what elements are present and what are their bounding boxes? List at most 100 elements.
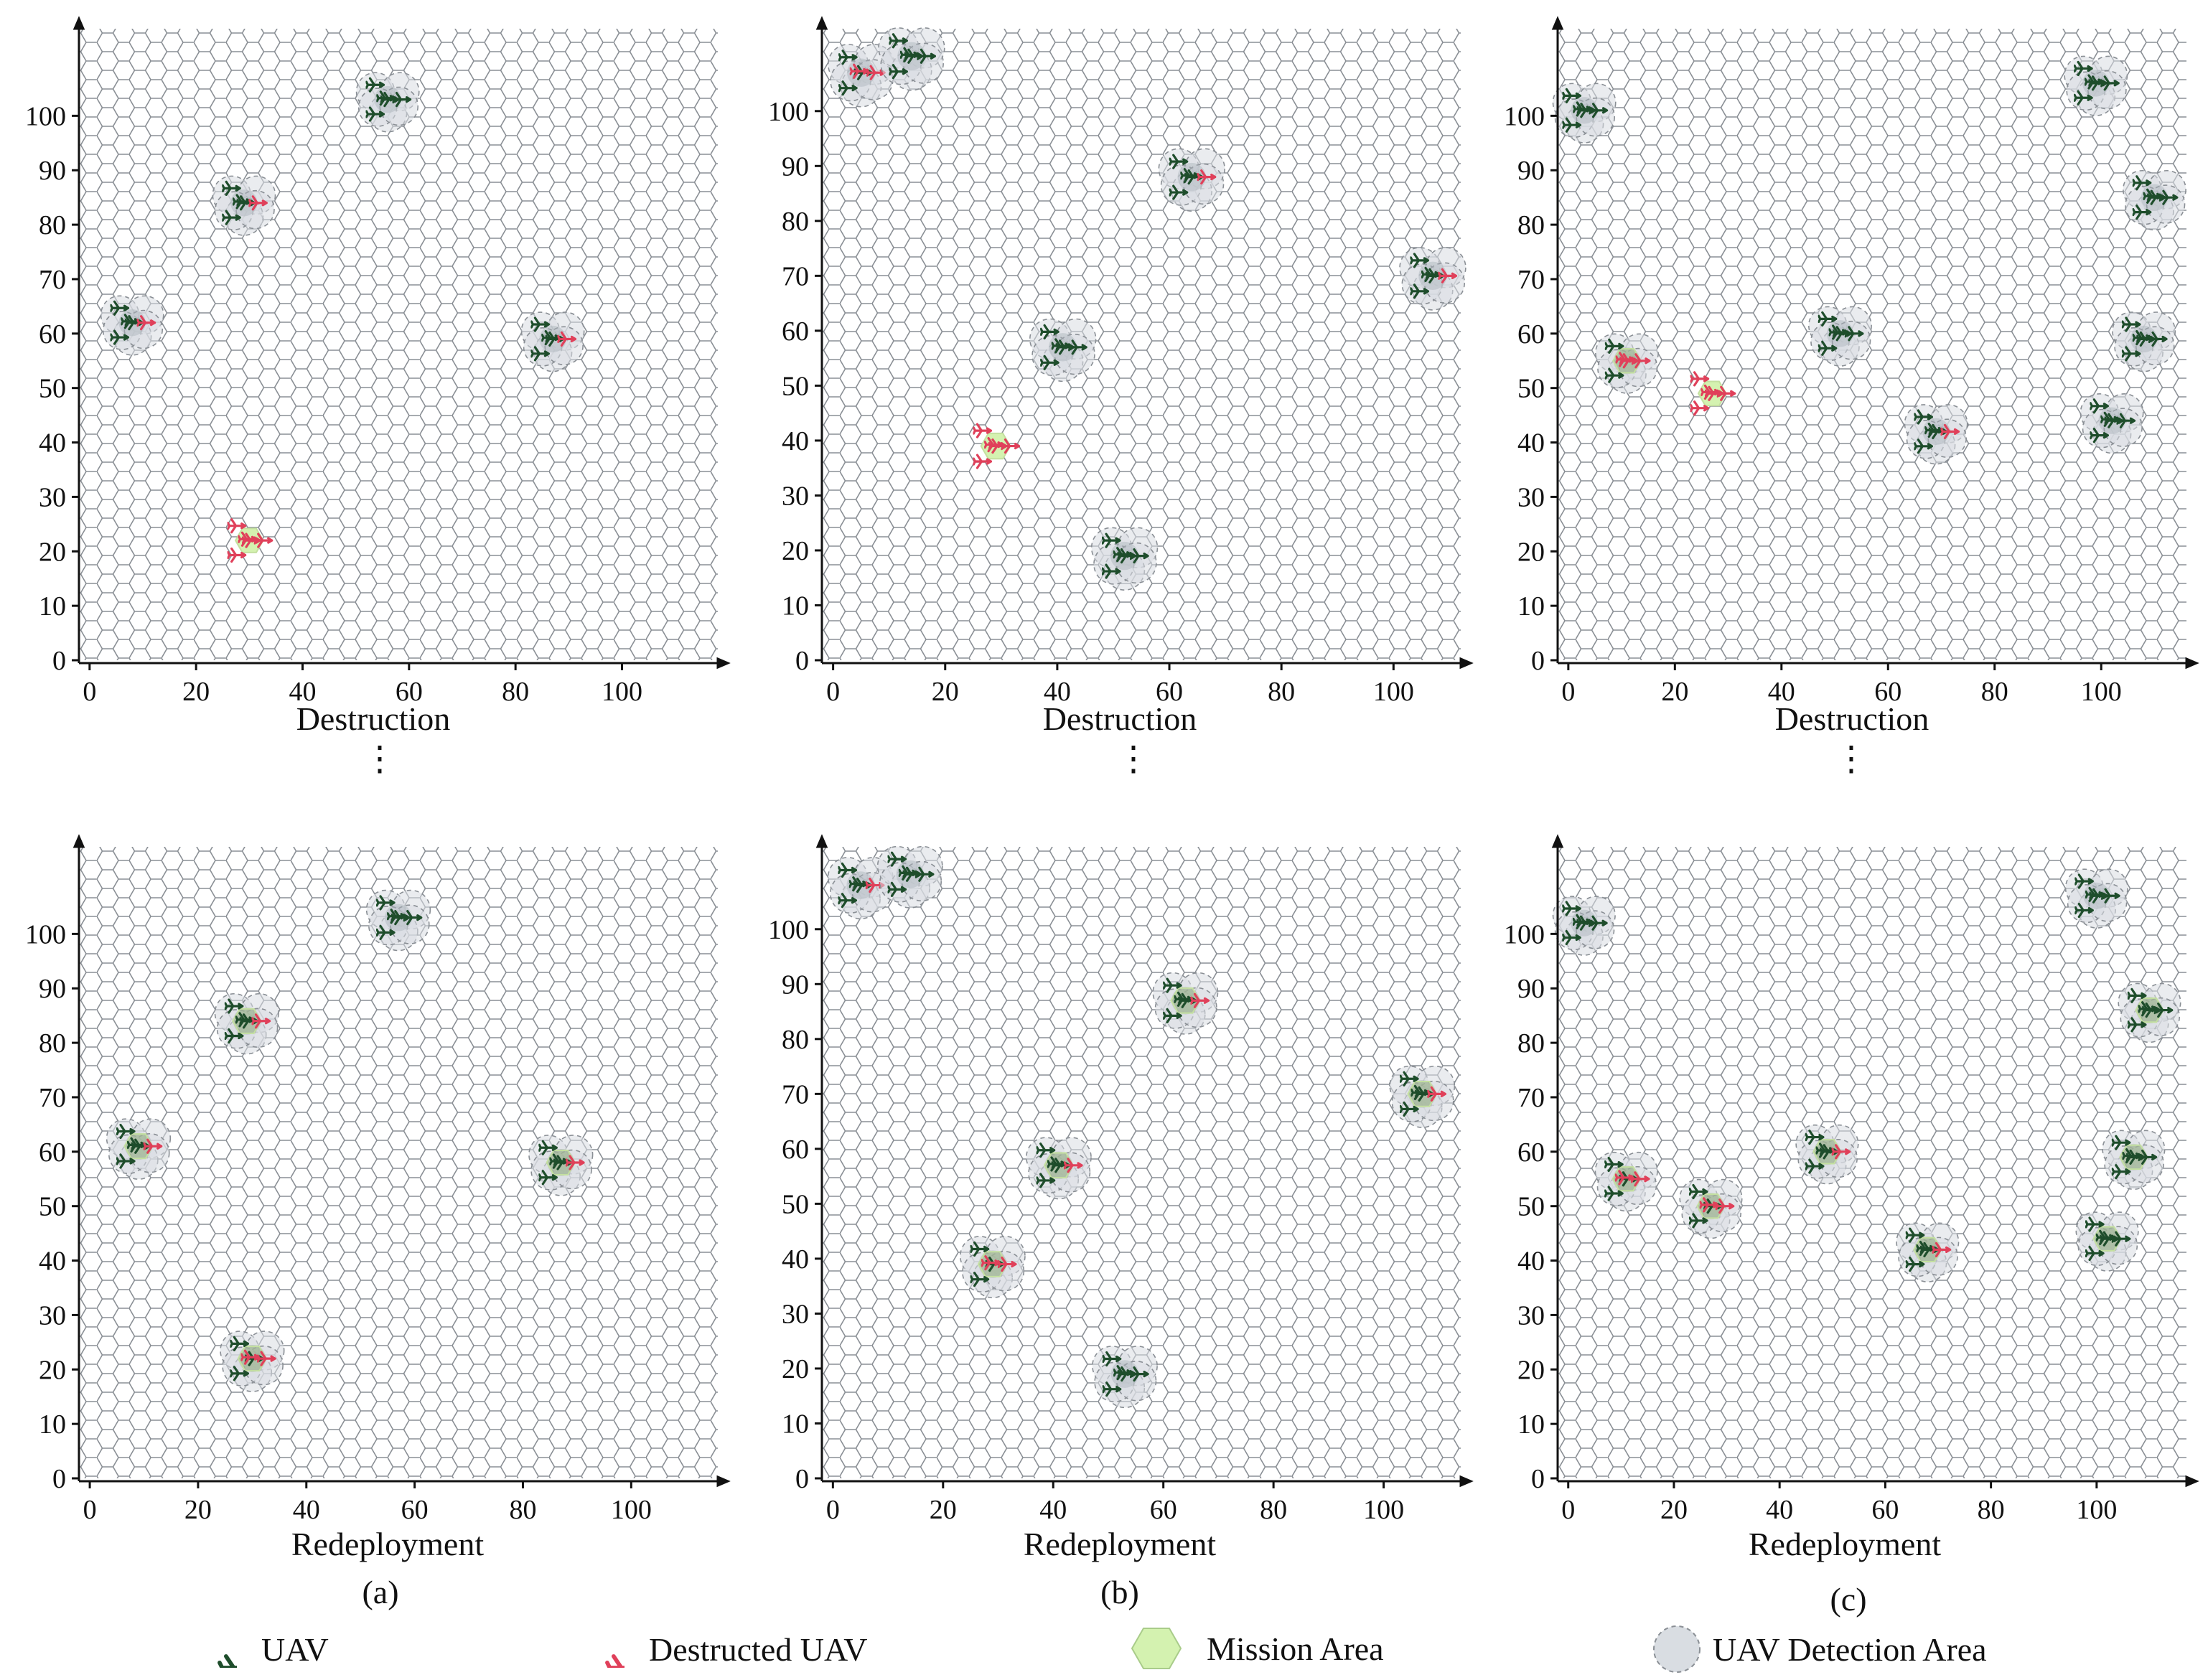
y-tick-label: 60 [39, 1137, 66, 1168]
x-tick-label: 60 [1150, 1495, 1177, 1521]
x-tick-label: 80 [502, 677, 529, 703]
cluster-2 [1158, 148, 1225, 212]
y-tick-label: 40 [39, 428, 66, 459]
y-tick-label: 50 [782, 371, 809, 401]
y-tick-label: 20 [1517, 537, 1545, 567]
y-tick-label: 50 [39, 374, 66, 404]
y-tick-label: 50 [1517, 374, 1545, 404]
x-tick-label: 20 [930, 1495, 957, 1521]
x-tick-label: 40 [1039, 1495, 1067, 1521]
detection-area [902, 42, 944, 84]
y-arrow [1551, 834, 1564, 848]
cluster-4 [1029, 318, 1097, 383]
legend-mission-area-label: Mission Area [1207, 1630, 1384, 1667]
y-tick-label: 70 [39, 265, 66, 295]
y-tick-label: 0 [1531, 646, 1545, 676]
detection-area [1927, 418, 1967, 459]
hex-grid [79, 29, 718, 660]
x-tick-label: 40 [1768, 677, 1795, 703]
x-tick-label: 100 [1363, 1495, 1404, 1521]
cluster-8 [2075, 1211, 2139, 1272]
ellipsis-c: ⋮ [1834, 740, 1868, 778]
x-arrow [1459, 657, 1474, 670]
cluster-1 [876, 845, 943, 909]
x-arrow [716, 657, 731, 670]
x-tick-label: 80 [1978, 1495, 2005, 1521]
detection-area [2087, 70, 2127, 110]
detection-area [2103, 408, 2143, 447]
ellipsis-b: ⋮ [1116, 740, 1151, 778]
x-tick-label: 20 [1660, 1495, 1688, 1521]
hex-grid [79, 847, 718, 1478]
y-tick-label: 90 [782, 151, 809, 182]
y-tick-label: 100 [25, 101, 66, 131]
y-tick-label: 90 [1517, 156, 1545, 186]
y-tick-label: 100 [25, 919, 66, 949]
ellipsis-a: ⋮ [362, 740, 397, 778]
caption-a-destruction: Destruction [296, 700, 451, 737]
x-tick-label: 0 [1561, 677, 1575, 703]
y-tick-label: 20 [782, 536, 809, 566]
caption-b-destruction: Destruction [1042, 700, 1197, 737]
y-tick-label: 80 [39, 210, 66, 240]
x-tick-label: 80 [1981, 677, 2008, 703]
x-tick-label: 60 [401, 1495, 429, 1521]
caption-c-destruction: Destruction [1774, 700, 1929, 737]
cluster-3 [1795, 1124, 1859, 1185]
y-tick-label: 30 [1517, 482, 1545, 512]
cluster-6 [1690, 371, 1736, 416]
detection-area [544, 326, 584, 366]
cluster-0 [1552, 896, 1616, 956]
y-tick-label: 0 [52, 1464, 66, 1494]
detection-area [1054, 333, 1095, 375]
y-tick-label: 30 [782, 1299, 809, 1329]
axes [72, 834, 731, 1488]
y-tick-label: 20 [1517, 1355, 1545, 1385]
circle-icon [1653, 1625, 1701, 1673]
y-arrow [815, 16, 828, 30]
axes [815, 834, 1474, 1488]
cluster-4 [220, 1331, 285, 1392]
y-tick-label: 70 [1517, 1083, 1545, 1113]
cluster-3 [1399, 247, 1466, 311]
cluster-4 [227, 518, 273, 563]
y-arrow [72, 16, 85, 30]
x-tick-label: 20 [184, 1495, 212, 1521]
y-tick-label: 0 [52, 646, 66, 676]
cluster-5 [1594, 1151, 1658, 1212]
y-tick-label: 0 [795, 646, 809, 676]
x-arrow [2185, 1475, 2199, 1488]
cluster-0 [1552, 83, 1617, 144]
caption-a-redeployment: Redeployment [291, 1526, 485, 1562]
y-tick-label: 70 [1517, 265, 1545, 295]
y-tick-label: 10 [39, 1409, 66, 1440]
y-tick-label: 90 [782, 970, 809, 1000]
x-tick-label: 80 [1260, 1495, 1287, 1521]
cluster-6 [1092, 1346, 1158, 1409]
x-tick-label: 20 [1661, 677, 1688, 703]
x-arrow [716, 1475, 731, 1488]
legend-destructed-uav: Destructed UAV [581, 1630, 867, 1669]
cluster-8 [2080, 393, 2144, 454]
cluster-3 [528, 1135, 594, 1196]
hex-grid [1558, 847, 2186, 1478]
y-tick-label: 10 [1517, 591, 1545, 621]
x-tick-label: 60 [396, 677, 423, 703]
x-tick-label: 100 [1373, 677, 1414, 703]
detection-area [1115, 542, 1157, 584]
y-tick-label: 30 [1517, 1300, 1545, 1331]
x-tick-label: 40 [289, 677, 317, 703]
cluster-5 [1595, 333, 1659, 394]
plot-a-redeployment: 0 20 40 60 80 100 0 10 20 30 40 50 60 70 80 90 100 [25, 834, 731, 1521]
cluster-2 [100, 295, 164, 356]
x-tick-label: 100 [602, 677, 642, 703]
y-tick-label: 70 [39, 1083, 66, 1113]
plot-b-destruction: 0 20 40 60 80 100 0 10 20 30 40 50 60 70 80 90 100 [768, 16, 1474, 703]
cluster-2 [2118, 982, 2181, 1043]
cluster-4 [2102, 1130, 2166, 1191]
destructed-uav-plane-icon [581, 1632, 624, 1668]
x-tick-label: 100 [611, 1495, 652, 1521]
detection-area [2146, 184, 2186, 224]
y-tick-label: 0 [1531, 1464, 1545, 1494]
detection-area [2135, 326, 2175, 366]
